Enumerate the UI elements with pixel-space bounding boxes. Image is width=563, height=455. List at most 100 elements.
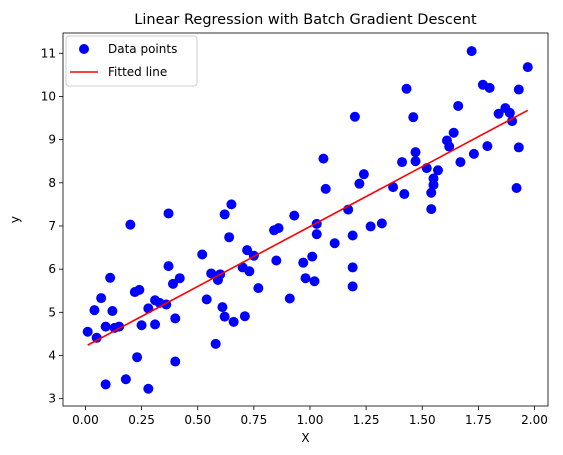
data-point bbox=[91, 332, 102, 343]
y-tick-label: 11 bbox=[41, 46, 56, 60]
data-point bbox=[150, 319, 161, 330]
data-point bbox=[224, 232, 235, 243]
chart-title: Linear Regression with Batch Gradient De… bbox=[134, 12, 477, 28]
data-point bbox=[432, 165, 443, 176]
x-tick-label: 0.25 bbox=[128, 413, 155, 427]
data-point bbox=[482, 141, 493, 152]
data-point bbox=[365, 221, 376, 232]
x-tick-label: 1.00 bbox=[297, 413, 324, 427]
data-point bbox=[89, 305, 100, 316]
data-point bbox=[358, 169, 369, 180]
data-point bbox=[513, 84, 524, 95]
data-point bbox=[125, 219, 136, 230]
legend-marker-data-points bbox=[79, 44, 89, 54]
data-point bbox=[163, 261, 174, 272]
x-tick-label: 0.75 bbox=[240, 413, 267, 427]
data-point bbox=[307, 251, 318, 262]
plot-area bbox=[82, 46, 533, 394]
data-point bbox=[448, 127, 459, 138]
data-point bbox=[300, 273, 311, 284]
data-point bbox=[284, 293, 295, 304]
data-point bbox=[143, 383, 154, 394]
x-tick-label: 1.50 bbox=[409, 413, 436, 427]
x-tick-label: 0.00 bbox=[72, 413, 99, 427]
y-axis-ticks: 3 4 5 6 7 8 9 10 11 bbox=[41, 46, 63, 406]
data-point bbox=[174, 273, 185, 284]
x-tick-label: 1.25 bbox=[353, 413, 380, 427]
data-point bbox=[244, 266, 255, 277]
data-point bbox=[388, 182, 399, 193]
data-point bbox=[426, 204, 437, 215]
data-point bbox=[242, 245, 253, 256]
y-tick-label: 6 bbox=[48, 262, 56, 276]
data-point bbox=[170, 313, 181, 324]
y-tick-label: 8 bbox=[48, 176, 56, 190]
data-point bbox=[408, 112, 419, 123]
data-point bbox=[511, 182, 522, 193]
data-point bbox=[100, 379, 111, 390]
data-point bbox=[163, 208, 174, 219]
x-tick-label: 0.50 bbox=[184, 413, 211, 427]
data-point bbox=[253, 283, 264, 294]
data-point bbox=[453, 100, 464, 111]
data-point bbox=[376, 218, 387, 229]
data-point bbox=[100, 321, 111, 332]
data-point bbox=[347, 230, 358, 241]
data-point bbox=[354, 178, 365, 189]
y-axis-label: y bbox=[8, 216, 22, 223]
data-point bbox=[401, 83, 412, 94]
plot-frame bbox=[62, 32, 549, 407]
data-point bbox=[349, 111, 360, 122]
data-point bbox=[226, 199, 237, 210]
y-tick-label: 4 bbox=[48, 348, 56, 362]
data-point bbox=[219, 311, 230, 322]
data-point bbox=[504, 107, 515, 118]
data-point bbox=[298, 257, 309, 268]
data-point bbox=[134, 284, 145, 295]
data-point bbox=[219, 209, 230, 220]
y-tick-label: 10 bbox=[41, 89, 56, 103]
data-point bbox=[289, 210, 300, 221]
legend: Data points Fitted line bbox=[65, 35, 198, 87]
data-point bbox=[410, 147, 421, 158]
data-point bbox=[484, 82, 495, 93]
data-point bbox=[444, 141, 455, 152]
data-point bbox=[329, 238, 340, 249]
data-point bbox=[201, 294, 212, 305]
data-point bbox=[347, 281, 358, 292]
data-point bbox=[468, 148, 479, 159]
data-point bbox=[107, 306, 118, 317]
data-point bbox=[271, 255, 282, 266]
data-point bbox=[493, 108, 504, 119]
data-point bbox=[347, 262, 358, 273]
data-point bbox=[507, 116, 518, 127]
data-point bbox=[197, 249, 208, 260]
data-point bbox=[426, 187, 437, 198]
data-point bbox=[466, 46, 477, 57]
data-point bbox=[132, 352, 143, 363]
data-point bbox=[320, 183, 331, 194]
legend-label-data-points: Data points bbox=[108, 42, 177, 56]
fitted-line bbox=[87, 109, 529, 346]
data-point bbox=[96, 293, 107, 304]
y-tick-label: 5 bbox=[48, 305, 56, 319]
data-point bbox=[410, 156, 421, 167]
x-tick-label: 2.00 bbox=[521, 413, 548, 427]
data-point bbox=[273, 223, 284, 234]
data-point bbox=[513, 142, 524, 153]
data-point bbox=[82, 326, 93, 337]
data-point bbox=[105, 272, 116, 283]
data-point bbox=[228, 316, 239, 327]
data-point bbox=[136, 320, 147, 331]
data-point bbox=[168, 278, 179, 289]
data-point bbox=[120, 374, 131, 385]
y-tick-label: 3 bbox=[48, 392, 56, 406]
data-point bbox=[397, 157, 408, 168]
data-point bbox=[239, 311, 250, 322]
x-tick-label: 1.75 bbox=[465, 413, 492, 427]
data-point bbox=[428, 173, 439, 184]
data-point bbox=[455, 157, 466, 168]
x-axis-label: X bbox=[301, 431, 309, 445]
legend-label-fitted-line: Fitted line bbox=[108, 65, 167, 79]
legend-box bbox=[65, 35, 198, 87]
